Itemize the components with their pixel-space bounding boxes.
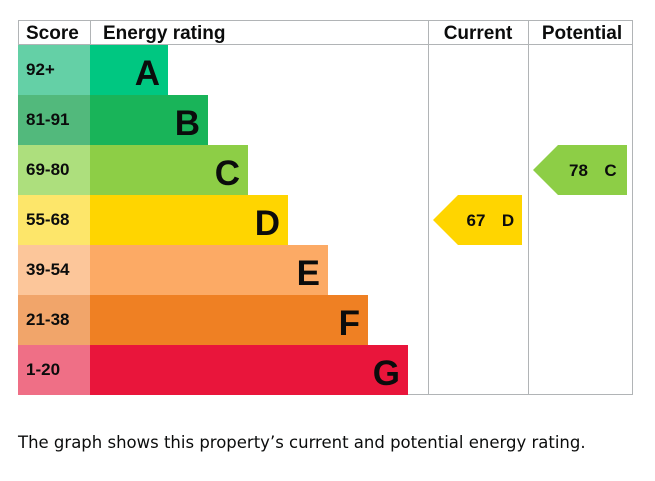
- rating-letter-d: D: [255, 204, 280, 243]
- current-rating-value: 67: [467, 211, 486, 230]
- score-cell-b: [18, 95, 90, 145]
- score-range-e: 39-54: [26, 260, 70, 279]
- header-current: Current: [444, 23, 513, 44]
- rating-bar-c: [90, 145, 248, 195]
- rating-letter-a: A: [135, 54, 160, 93]
- potential-rating-letter: C: [604, 161, 616, 180]
- rating-bar-d: [90, 195, 288, 245]
- rating-letter-c: C: [215, 154, 240, 193]
- rating-letter-g: G: [373, 354, 400, 393]
- rating-letter-e: E: [297, 254, 320, 293]
- rating-markers: 67 D 78 C: [433, 145, 627, 245]
- score-cell-d: [18, 195, 90, 245]
- rating-bands: 92+ A 81-91 B 69-80 C 55-68 D 39-54 E 21-38 F 1-20 G: [18, 45, 408, 395]
- rating-letter-b: B: [175, 104, 200, 143]
- potential-rating-arrow: [533, 145, 627, 195]
- score-range-g: 1-20: [26, 360, 60, 379]
- current-rating-letter: D: [502, 211, 514, 230]
- score-range-d: 55-68: [26, 210, 69, 229]
- score-cell-f: [18, 295, 90, 345]
- potential-rating-value: 78: [569, 161, 588, 180]
- header-energy-rating: Energy rating: [103, 23, 225, 44]
- score-range-f: 21-38: [26, 310, 69, 329]
- score-cell-g: [18, 345, 90, 395]
- chart-caption: The graph shows this property’s current …: [18, 433, 586, 452]
- rating-bar-b: [90, 95, 208, 145]
- score-cell-a: [18, 45, 90, 95]
- rating-bar-f: [90, 295, 368, 345]
- rating-bar-e: [90, 245, 328, 295]
- current-rating-arrow: [433, 195, 522, 245]
- score-range-c: 69-80: [26, 160, 69, 179]
- header-potential: Potential: [542, 23, 622, 44]
- rating-bar-g: [90, 345, 408, 395]
- rating-letter-f: F: [339, 304, 360, 343]
- score-cell-c: [18, 145, 90, 195]
- score-range-b: 81-91: [26, 110, 69, 129]
- header-score: Score: [26, 23, 79, 44]
- score-range-a: 92+: [26, 60, 55, 79]
- score-cell-e: [18, 245, 90, 295]
- rating-bar-a: [90, 45, 168, 95]
